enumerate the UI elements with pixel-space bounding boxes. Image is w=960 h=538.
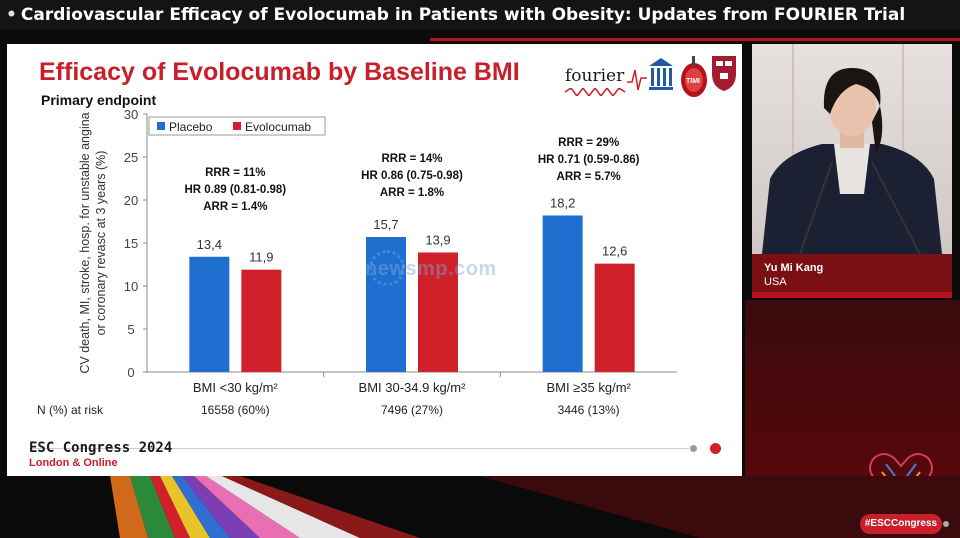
bar-chart: 0 5 10 15 20 25 30 CV death, MI, stroke, hosp. … — [37, 107, 677, 417]
at-risk-value: 3446 (13%) — [558, 403, 620, 417]
legend-label-evolocumab: Evolocumab — [245, 120, 311, 134]
bullet-icon: • — [6, 5, 17, 25]
arr-annotation: ARR = 5.7% — [557, 171, 621, 183]
ecg-logo-icon — [627, 69, 647, 91]
slide-nav-dot — [690, 445, 697, 452]
x-category-label: BMI 30-34.9 kg/m² — [359, 380, 467, 395]
speaker-lower-third: Yu Mi Kang USA — [752, 254, 952, 298]
y-axis-label: CV death, MI, stroke, hosp. for unstable… — [78, 112, 92, 373]
evolocumab-bar — [418, 252, 458, 372]
x-category-label: BMI <30 kg/m² — [193, 380, 279, 395]
x-category-label: BMI ≥35 kg/m² — [546, 380, 631, 395]
legend-swatch-evolocumab — [233, 122, 241, 130]
y-tick-label: 15 — [124, 236, 138, 251]
placebo-bar — [189, 256, 230, 372]
y-axis-label: or coronary revasc at 3 years (%) — [94, 151, 108, 336]
speaker-video — [752, 44, 952, 254]
floor-light-stripes — [110, 476, 960, 538]
stage-floor — [0, 476, 960, 538]
at-risk-label: N (%) at risk — [37, 403, 104, 417]
lower-third-accent — [752, 292, 952, 298]
y-tick-label: 10 — [124, 279, 138, 294]
rrr-annotation: RRR = 11% — [205, 167, 265, 179]
bar-value-label: 18,2 — [550, 195, 575, 210]
legend-swatch-placebo — [157, 122, 165, 130]
bar-value-label: 11,9 — [249, 250, 273, 265]
y-tick-label: 30 — [124, 107, 138, 122]
y-tick-label: 20 — [124, 193, 138, 208]
hashtag-badge: #ESCCongress — [860, 514, 942, 534]
timi-logo-icon: TIMI — [681, 56, 707, 97]
rrr-annotation: RRR = 14% — [381, 153, 442, 165]
stream-title: Cardiovascular Efficacy of Evolocumab in… — [20, 5, 906, 25]
evolocumab-bar — [594, 263, 635, 372]
footer-divider — [29, 448, 689, 449]
arr-annotation: ARR = 1.4% — [203, 201, 267, 213]
legend-label-placebo: Placebo — [169, 120, 213, 134]
speaker-figure — [762, 44, 942, 254]
y-tick-label: 25 — [124, 150, 138, 165]
sponsor-logos: fourier TIMI — [555, 52, 736, 100]
slide-nav-dot-active — [710, 443, 721, 454]
arr-annotation: ARR = 1.8% — [380, 187, 444, 199]
footer-conference: ESC Congress 2024 — [29, 440, 173, 456]
footer-location: London & Online — [29, 457, 118, 469]
hr-annotation: HR 0.71 (0.59-0.86) — [538, 154, 640, 166]
bar-value-label: 13,9 — [425, 232, 450, 247]
bar-value-label: 13,4 — [197, 237, 222, 252]
fourier-wave-icon — [565, 88, 626, 96]
hr-annotation: HR 0.86 (0.75-0.98) — [361, 170, 463, 182]
hr-annotation: HR 0.89 (0.81-0.98) — [185, 184, 287, 196]
y-tick-label: 5 — [127, 322, 134, 337]
banner-accent-line — [430, 38, 960, 41]
slide-title: Efficacy of Evolocumab by Baseline BMI — [39, 58, 520, 86]
evolocumab-bar — [241, 269, 282, 372]
watermark-logo-icon — [369, 250, 405, 286]
institution-building-icon — [649, 58, 673, 90]
rrr-annotation: RRR = 29% — [558, 137, 619, 149]
slide-subtitle: Primary endpoint — [41, 92, 157, 108]
presentation-slide: Efficacy of Evolocumab by Baseline BMI P… — [7, 44, 742, 476]
watermark-text: newsmp.com — [365, 258, 497, 280]
bar-value-label: 12,6 — [602, 244, 627, 259]
stream-title-banner: • Cardiovascular Efficacy of Evolocumab i… — [0, 0, 960, 30]
speaker-country: USA — [764, 276, 787, 288]
speaker-name: Yu Mi Kang — [764, 262, 824, 274]
harvard-shield-icon — [712, 56, 736, 91]
svg-text:TIMI: TIMI — [686, 78, 700, 85]
at-risk-value: 16558 (60%) — [201, 403, 270, 417]
at-risk-value: 7496 (27%) — [381, 403, 443, 417]
y-tick-label: 0 — [127, 365, 134, 380]
fourier-logo: fourier — [565, 66, 625, 86]
hashtag-dot — [943, 521, 949, 527]
bar-value-label: 15,7 — [373, 217, 398, 232]
placebo-bar — [542, 215, 583, 372]
